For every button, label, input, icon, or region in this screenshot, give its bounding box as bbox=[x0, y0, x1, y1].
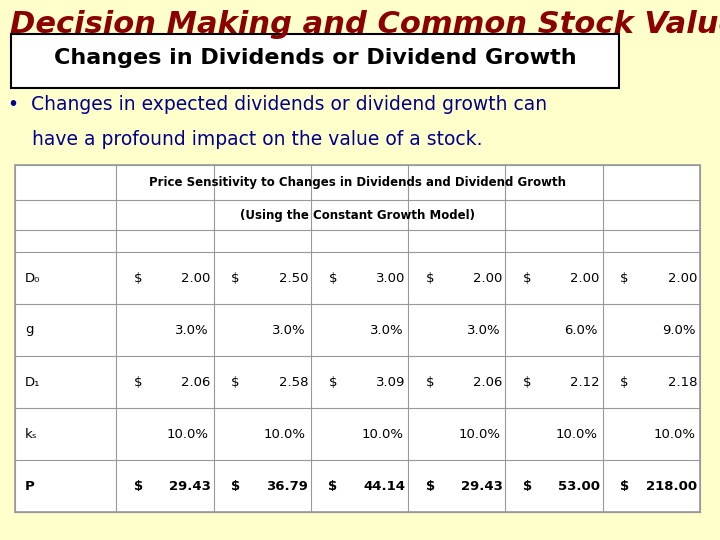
Text: D₀: D₀ bbox=[25, 272, 40, 285]
Text: 6.0%: 6.0% bbox=[564, 323, 598, 336]
Text: (Using the Constant Growth Model): (Using the Constant Growth Model) bbox=[240, 208, 475, 221]
Text: 36.79: 36.79 bbox=[266, 480, 308, 492]
Text: 10.0%: 10.0% bbox=[653, 428, 695, 441]
Text: 2.12: 2.12 bbox=[570, 375, 600, 388]
Text: 2.06: 2.06 bbox=[181, 375, 211, 388]
Text: P: P bbox=[25, 480, 35, 492]
Text: 10.0%: 10.0% bbox=[167, 428, 209, 441]
Text: $: $ bbox=[426, 375, 434, 388]
Text: D₁: D₁ bbox=[25, 375, 40, 388]
Text: 218.00: 218.00 bbox=[646, 480, 697, 492]
Text: $: $ bbox=[328, 272, 337, 285]
Text: 3.0%: 3.0% bbox=[467, 323, 500, 336]
Text: 2.58: 2.58 bbox=[279, 375, 308, 388]
Text: 9.0%: 9.0% bbox=[662, 323, 695, 336]
Text: $: $ bbox=[426, 272, 434, 285]
Text: $: $ bbox=[328, 375, 337, 388]
Text: g: g bbox=[25, 323, 34, 336]
Text: 3.00: 3.00 bbox=[376, 272, 405, 285]
Text: 44.14: 44.14 bbox=[364, 480, 405, 492]
Text: 3.0%: 3.0% bbox=[175, 323, 209, 336]
Text: 3.0%: 3.0% bbox=[369, 323, 403, 336]
Text: $: $ bbox=[231, 480, 240, 492]
Text: 2.18: 2.18 bbox=[667, 375, 697, 388]
Text: $: $ bbox=[134, 272, 143, 285]
Text: 10.0%: 10.0% bbox=[556, 428, 598, 441]
Text: 2.00: 2.00 bbox=[570, 272, 600, 285]
Text: 2.06: 2.06 bbox=[473, 375, 503, 388]
Text: 3.09: 3.09 bbox=[376, 375, 405, 388]
Text: $: $ bbox=[523, 272, 531, 285]
Text: $: $ bbox=[134, 375, 143, 388]
Text: 10.0%: 10.0% bbox=[459, 428, 500, 441]
Text: 2.00: 2.00 bbox=[473, 272, 503, 285]
Text: $: $ bbox=[134, 480, 143, 492]
Text: $: $ bbox=[231, 375, 240, 388]
Text: 2.50: 2.50 bbox=[279, 272, 308, 285]
Text: 2.00: 2.00 bbox=[667, 272, 697, 285]
Text: have a profound impact on the value of a stock.: have a profound impact on the value of a… bbox=[8, 130, 482, 149]
FancyBboxPatch shape bbox=[15, 165, 700, 512]
Text: 29.43: 29.43 bbox=[169, 480, 211, 492]
Text: $: $ bbox=[620, 375, 629, 388]
Text: 53.00: 53.00 bbox=[558, 480, 600, 492]
Text: $: $ bbox=[620, 480, 629, 492]
Text: $: $ bbox=[231, 272, 240, 285]
Text: $: $ bbox=[523, 480, 532, 492]
Text: $: $ bbox=[620, 272, 629, 285]
Text: $: $ bbox=[328, 480, 338, 492]
Text: Price Sensitivity to Changes in Dividends and Dividend Growth: Price Sensitivity to Changes in Dividend… bbox=[149, 176, 566, 189]
Text: 3.0%: 3.0% bbox=[272, 323, 306, 336]
Text: kₛ: kₛ bbox=[25, 428, 37, 441]
Text: Changes in Dividends or Dividend Growth: Changes in Dividends or Dividend Growth bbox=[54, 48, 576, 68]
FancyBboxPatch shape bbox=[12, 35, 618, 87]
Text: Decision Making and Common Stock Value: Decision Making and Common Stock Value bbox=[10, 10, 720, 39]
Text: •  Changes in expected dividends or dividend growth can: • Changes in expected dividends or divid… bbox=[8, 95, 547, 114]
Text: 10.0%: 10.0% bbox=[264, 428, 306, 441]
Text: 2.00: 2.00 bbox=[181, 272, 211, 285]
Text: $: $ bbox=[426, 480, 435, 492]
Text: 10.0%: 10.0% bbox=[361, 428, 403, 441]
Text: $: $ bbox=[523, 375, 531, 388]
Text: 29.43: 29.43 bbox=[461, 480, 503, 492]
